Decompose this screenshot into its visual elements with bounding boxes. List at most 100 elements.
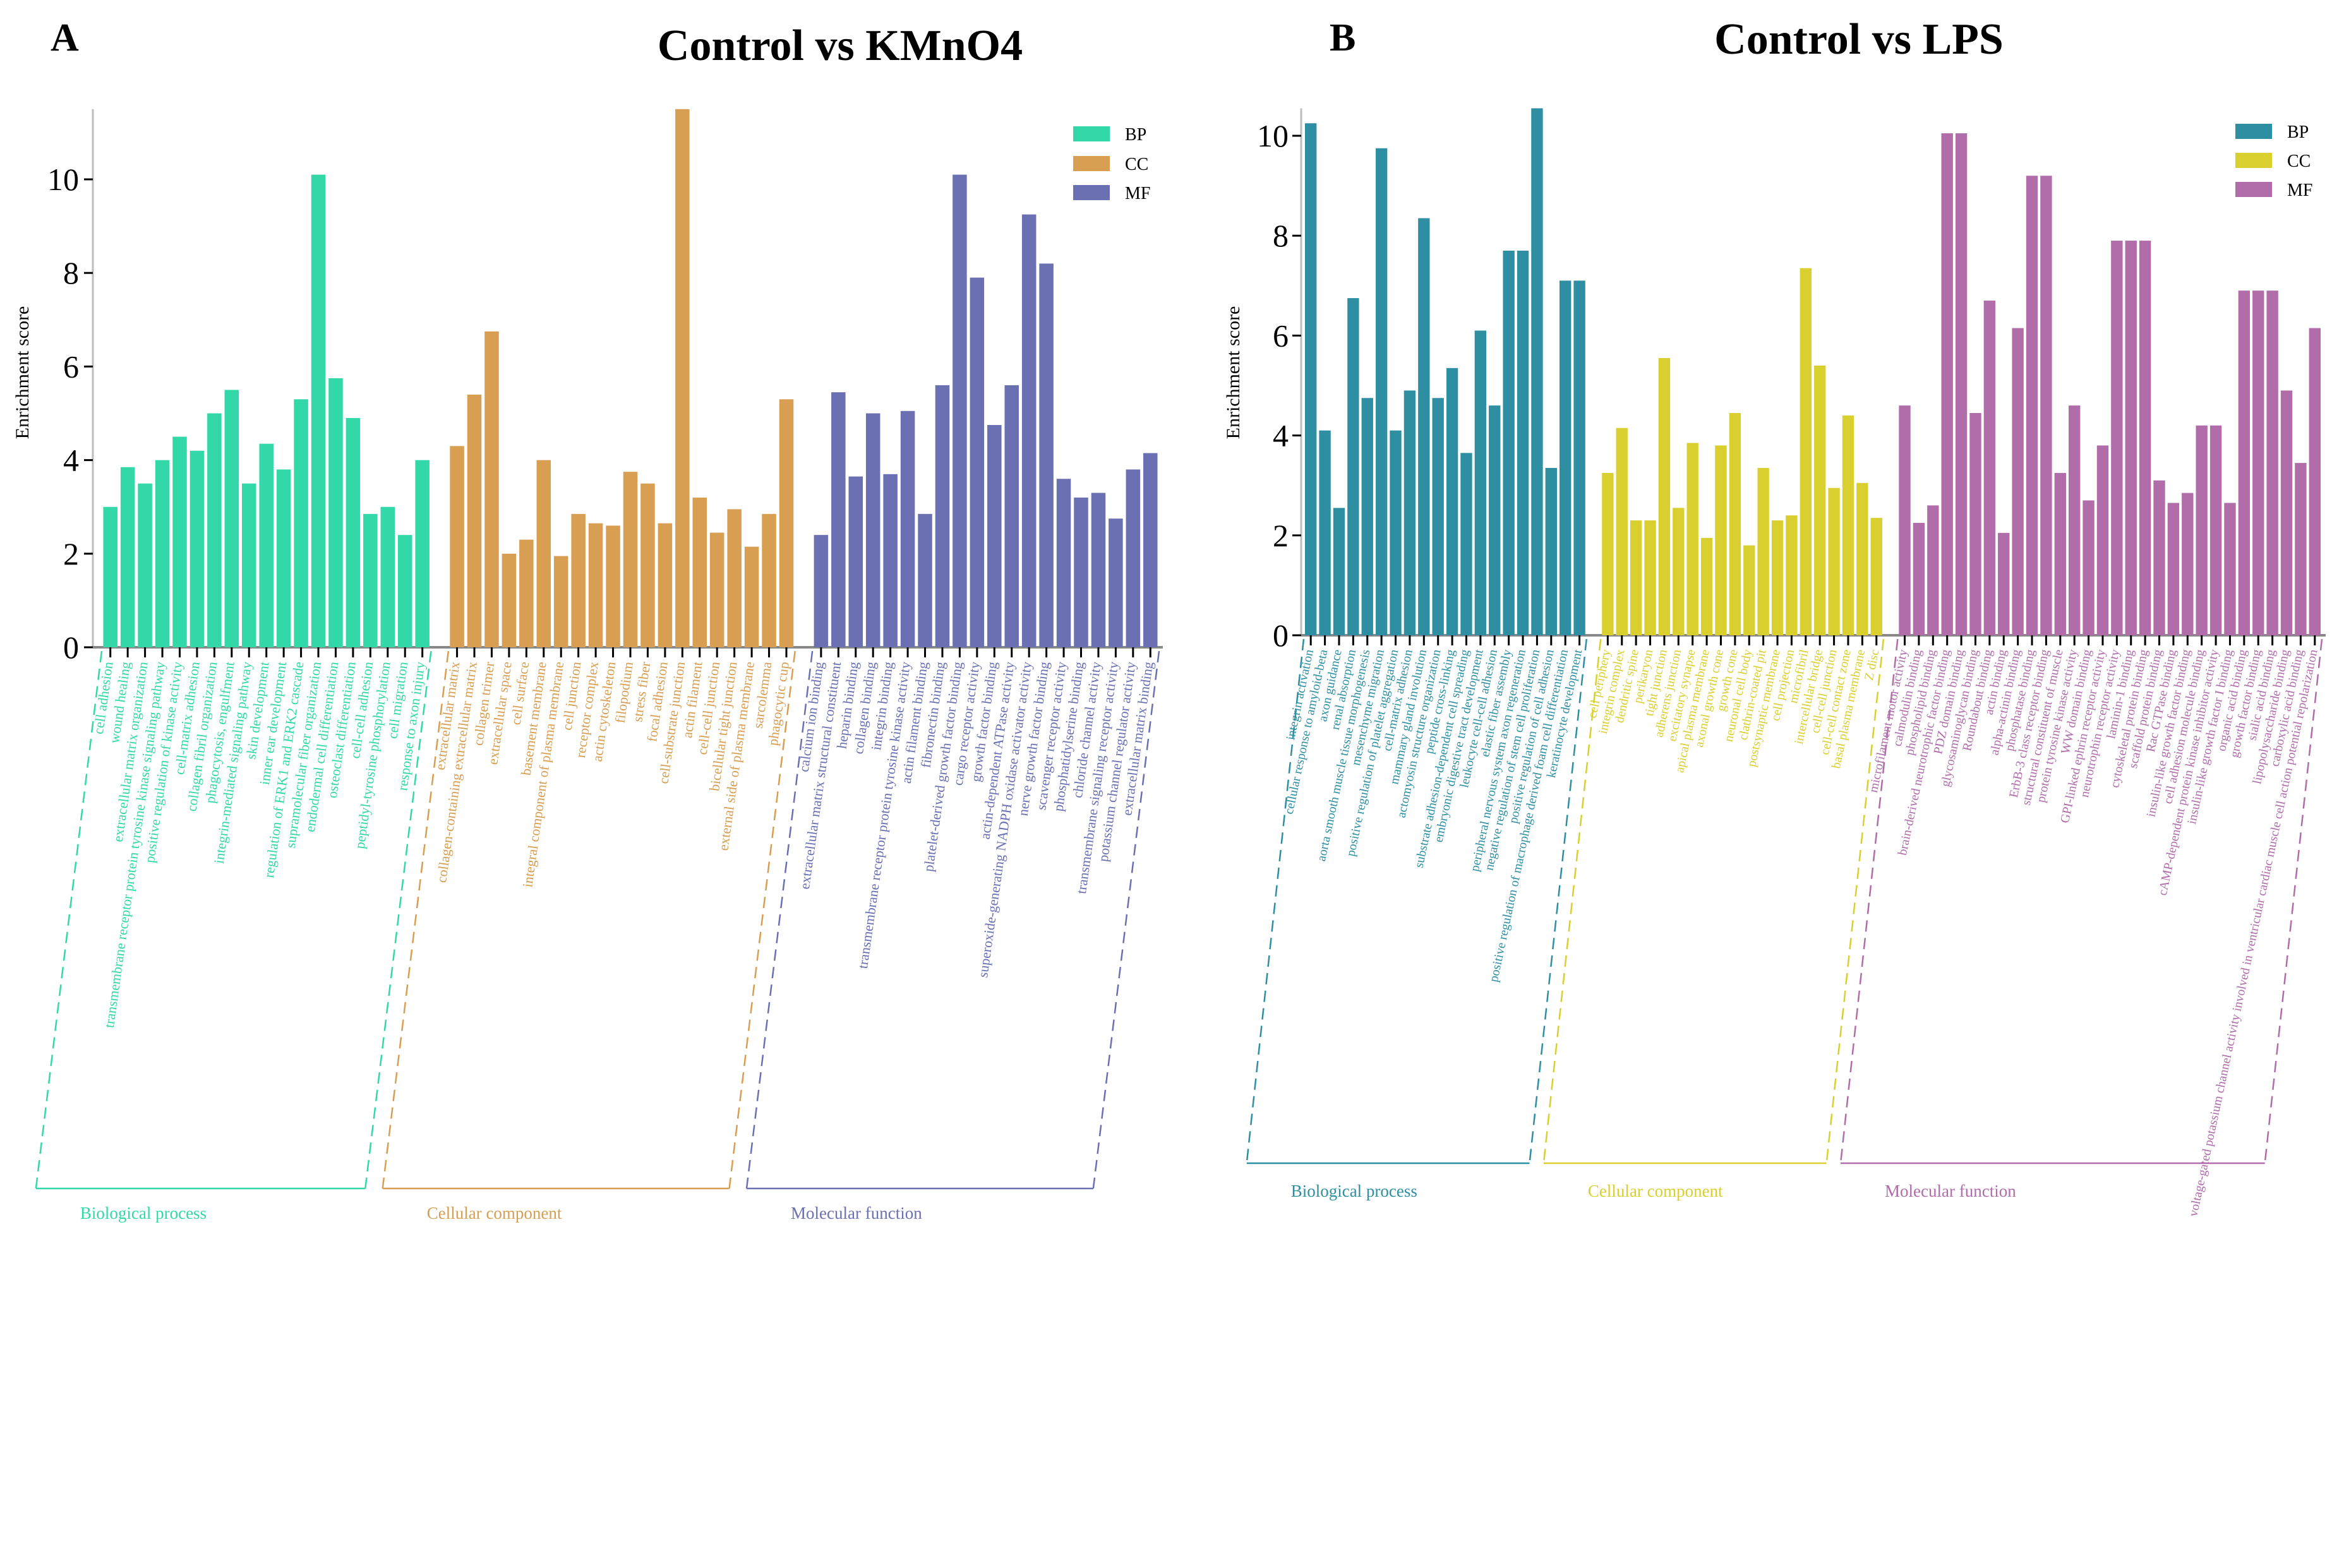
bar bbox=[155, 460, 170, 647]
bar bbox=[553, 556, 568, 647]
bar bbox=[1109, 518, 1123, 647]
bar bbox=[2083, 500, 2095, 635]
bar bbox=[1700, 537, 1713, 635]
bar bbox=[189, 450, 205, 647]
bar bbox=[900, 410, 915, 647]
bar bbox=[2167, 503, 2180, 635]
bar bbox=[1403, 390, 1416, 635]
panel-a: A Control vs KMnO4 Enrichment score 0 2 4 6 8 10… bbox=[12, 16, 1163, 1223]
bar bbox=[1686, 443, 1698, 635]
bar bbox=[1418, 218, 1430, 635]
legend: BP CC MF bbox=[1073, 125, 1150, 203]
bar bbox=[1074, 497, 1088, 647]
bar bbox=[1913, 523, 1925, 635]
bar bbox=[2209, 425, 2222, 635]
bar bbox=[328, 378, 343, 647]
bar bbox=[536, 460, 551, 647]
y-axis-label: Enrichment score bbox=[1223, 306, 1244, 440]
bar bbox=[744, 546, 759, 647]
bar bbox=[623, 472, 638, 647]
group-label: Molecular function bbox=[1885, 1182, 2016, 1200]
bar bbox=[1039, 263, 1054, 647]
group-bracket-left bbox=[1246, 638, 1305, 1164]
bar bbox=[276, 469, 291, 647]
legend-swatch bbox=[1073, 185, 1110, 200]
legend-label: MF bbox=[1125, 184, 1150, 203]
bar bbox=[1856, 482, 1868, 635]
bar bbox=[1814, 365, 1826, 635]
bar bbox=[2309, 328, 2321, 635]
bar bbox=[207, 413, 222, 647]
bar bbox=[380, 506, 395, 647]
bar bbox=[1531, 108, 1543, 635]
bar bbox=[415, 460, 430, 647]
bar bbox=[138, 483, 152, 647]
bar bbox=[450, 446, 464, 647]
bar bbox=[2238, 290, 2251, 636]
bar bbox=[2224, 503, 2236, 635]
bar bbox=[2139, 241, 2151, 635]
bar bbox=[1446, 368, 1458, 635]
y-tick-label: 8 bbox=[63, 255, 79, 290]
bar bbox=[970, 277, 985, 647]
bar bbox=[1545, 468, 1557, 635]
chart-title: Control vs LPS bbox=[1714, 15, 2004, 64]
legend-label: CC bbox=[1125, 155, 1148, 174]
legend-swatch bbox=[1073, 156, 1110, 171]
bar bbox=[1361, 398, 1373, 635]
bar bbox=[1941, 133, 1953, 636]
bar bbox=[294, 399, 308, 647]
bar bbox=[2182, 493, 2194, 635]
bar bbox=[1969, 413, 1981, 635]
bar bbox=[1021, 214, 1037, 647]
bar bbox=[1644, 520, 1656, 635]
y-tick-label: 4 bbox=[1273, 418, 1289, 453]
bar bbox=[762, 513, 776, 647]
bar bbox=[1771, 520, 1784, 635]
bar bbox=[346, 417, 361, 647]
bar bbox=[1489, 405, 1501, 635]
bar bbox=[502, 553, 517, 647]
bar bbox=[519, 539, 534, 647]
bar bbox=[1305, 123, 1317, 636]
bar bbox=[172, 436, 187, 647]
bar bbox=[606, 525, 620, 647]
bar bbox=[727, 509, 742, 647]
y-tick-label: 8 bbox=[1273, 218, 1289, 253]
group-label: Molecular function bbox=[791, 1204, 922, 1223]
bar bbox=[918, 513, 932, 647]
bar bbox=[2069, 405, 2081, 635]
bar bbox=[883, 474, 898, 647]
bar bbox=[1126, 469, 1141, 647]
group-label: Cellular component bbox=[1588, 1182, 1723, 1200]
bar bbox=[588, 523, 603, 647]
bar bbox=[259, 443, 273, 647]
panel-b: B Control vs LPS Enrichment score 0 2 4 6 8 10in… bbox=[1223, 15, 2326, 1218]
bar bbox=[692, 497, 707, 647]
bar bbox=[311, 174, 326, 648]
chart-title: Control vs KMnO4 bbox=[658, 21, 1023, 70]
y-tick-label: 6 bbox=[63, 349, 79, 384]
legend-label: BP bbox=[2287, 123, 2309, 142]
bar bbox=[709, 532, 724, 647]
legend: BP CC MF bbox=[2235, 123, 2312, 200]
legend-label: BP bbox=[1125, 125, 1146, 145]
legend-swatch bbox=[2235, 124, 2272, 139]
bar-group-cc: extracellular matrixcollagen-containing … bbox=[382, 109, 796, 1223]
bar bbox=[103, 506, 117, 647]
y-tick-label: 10 bbox=[1257, 118, 1289, 153]
y-tick-label: 4 bbox=[63, 443, 79, 478]
group-bracket-right bbox=[728, 650, 796, 1189]
bar bbox=[1390, 430, 1402, 635]
bar bbox=[2266, 290, 2278, 636]
bar bbox=[1998, 532, 2010, 635]
bar bbox=[1375, 148, 1388, 635]
group-label: Biological process bbox=[80, 1204, 207, 1223]
bar bbox=[2196, 425, 2208, 635]
bar bbox=[831, 392, 846, 647]
bar bbox=[120, 467, 135, 647]
